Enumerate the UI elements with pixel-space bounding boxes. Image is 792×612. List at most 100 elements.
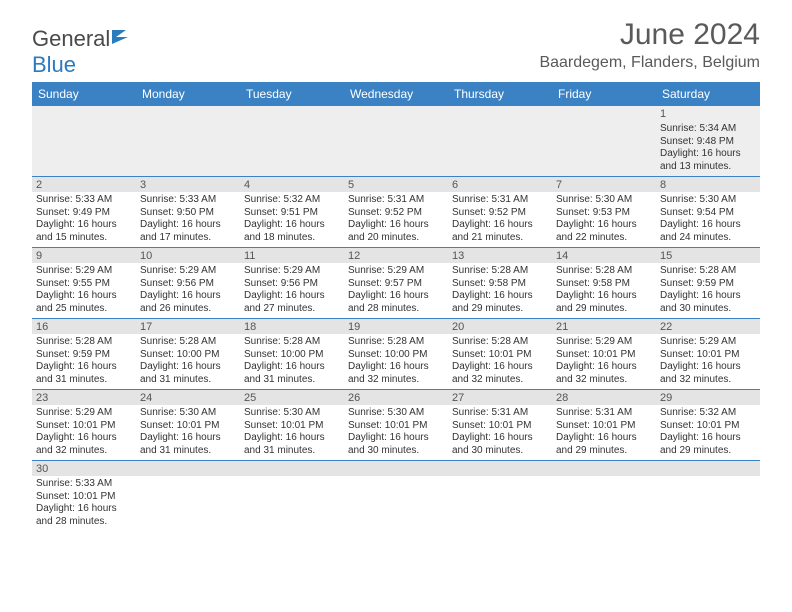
day-sunset: Sunset: 9:48 PM xyxy=(660,136,756,149)
day-sunrise: Sunrise: 5:30 AM xyxy=(244,407,340,420)
day-day2: and 30 minutes. xyxy=(348,445,444,458)
day-number-row: 23242526272829 xyxy=(32,390,760,405)
day-number: 16 xyxy=(32,319,136,334)
day-day1: Daylight: 16 hours xyxy=(556,432,652,445)
day-day1: Daylight: 16 hours xyxy=(36,432,132,445)
day-number: 1 xyxy=(656,106,760,121)
day-cell: Sunrise: 5:28 AMSunset: 9:58 PMDaylight:… xyxy=(552,263,656,318)
day-sunset: Sunset: 10:01 PM xyxy=(660,349,756,362)
day-sunrise: Sunrise: 5:32 AM xyxy=(244,194,340,207)
day-number xyxy=(32,106,136,121)
day-day1: Daylight: 16 hours xyxy=(556,219,652,232)
day-cell: Sunrise: 5:29 AMSunset: 9:56 PMDaylight:… xyxy=(240,263,344,318)
day-number: 19 xyxy=(344,319,448,334)
day-number xyxy=(552,106,656,121)
day-number: 11 xyxy=(240,248,344,263)
day-sunrise: Sunrise: 5:31 AM xyxy=(556,407,652,420)
day-day2: and 29 minutes. xyxy=(660,445,756,458)
logo-flag-icon xyxy=(112,28,134,51)
day-day1: Daylight: 16 hours xyxy=(244,432,340,445)
day-sunset: Sunset: 10:01 PM xyxy=(556,420,652,433)
day-cell: Sunrise: 5:30 AMSunset: 9:54 PMDaylight:… xyxy=(656,192,760,247)
day-cell: Sunrise: 5:29 AMSunset: 10:01 PMDaylight… xyxy=(32,405,136,460)
day-sunrise: Sunrise: 5:31 AM xyxy=(452,407,548,420)
logo-text-general: General xyxy=(32,26,110,52)
day-number xyxy=(240,461,344,476)
day-day2: and 32 minutes. xyxy=(556,374,652,387)
day-day1: Daylight: 16 hours xyxy=(660,290,756,303)
day-day1: Daylight: 16 hours xyxy=(452,219,548,232)
day-sunrise: Sunrise: 5:29 AM xyxy=(36,407,132,420)
month-title: June 2024 xyxy=(539,18,760,52)
day-cell: Sunrise: 5:30 AMSunset: 10:01 PMDaylight… xyxy=(344,405,448,460)
day-day1: Daylight: 16 hours xyxy=(140,361,236,374)
day-number: 14 xyxy=(552,248,656,263)
day-cell xyxy=(448,476,552,531)
day-header-wed: Wednesday xyxy=(344,82,448,106)
day-sunset: Sunset: 9:50 PM xyxy=(140,207,236,220)
day-cell: Sunrise: 5:29 AMSunset: 9:57 PMDaylight:… xyxy=(344,263,448,318)
day-cell: Sunrise: 5:31 AMSunset: 10:01 PMDaylight… xyxy=(448,405,552,460)
day-cell: Sunrise: 5:28 AMSunset: 9:59 PMDaylight:… xyxy=(656,263,760,318)
week-row: Sunrise: 5:29 AMSunset: 10:01 PMDaylight… xyxy=(32,405,760,461)
day-cell: Sunrise: 5:30 AMSunset: 10:01 PMDaylight… xyxy=(240,405,344,460)
day-cell xyxy=(136,476,240,531)
location: Baardegem, Flanders, Belgium xyxy=(539,54,760,72)
day-cell: Sunrise: 5:29 AMSunset: 9:56 PMDaylight:… xyxy=(136,263,240,318)
day-cell xyxy=(240,121,344,176)
day-cell: Sunrise: 5:31 AMSunset: 10:01 PMDaylight… xyxy=(552,405,656,460)
day-sunrise: Sunrise: 5:33 AM xyxy=(36,194,132,207)
day-day1: Daylight: 16 hours xyxy=(660,361,756,374)
day-number xyxy=(136,106,240,121)
day-day2: and 31 minutes. xyxy=(36,374,132,387)
day-day2: and 18 minutes. xyxy=(244,232,340,245)
day-day1: Daylight: 16 hours xyxy=(140,290,236,303)
day-day1: Daylight: 16 hours xyxy=(36,219,132,232)
day-sunset: Sunset: 9:54 PM xyxy=(660,207,756,220)
day-day2: and 31 minutes. xyxy=(244,374,340,387)
day-cell: Sunrise: 5:28 AMSunset: 9:59 PMDaylight:… xyxy=(32,334,136,389)
day-number xyxy=(552,461,656,476)
day-sunrise: Sunrise: 5:28 AM xyxy=(660,265,756,278)
day-day2: and 32 minutes. xyxy=(36,445,132,458)
day-sunrise: Sunrise: 5:28 AM xyxy=(556,265,652,278)
day-day2: and 21 minutes. xyxy=(452,232,548,245)
day-number: 17 xyxy=(136,319,240,334)
day-number: 9 xyxy=(32,248,136,263)
day-sunset: Sunset: 10:01 PM xyxy=(556,349,652,362)
day-number: 27 xyxy=(448,390,552,405)
day-day1: Daylight: 16 hours xyxy=(660,432,756,445)
day-cell: Sunrise: 5:28 AMSunset: 10:00 PMDaylight… xyxy=(240,334,344,389)
title-block: June 2024 Baardegem, Flanders, Belgium xyxy=(539,18,760,72)
day-day1: Daylight: 16 hours xyxy=(244,290,340,303)
day-number xyxy=(240,106,344,121)
day-sunset: Sunset: 10:01 PM xyxy=(452,420,548,433)
day-cell: Sunrise: 5:28 AMSunset: 9:58 PMDaylight:… xyxy=(448,263,552,318)
day-sunrise: Sunrise: 5:28 AM xyxy=(452,336,548,349)
day-number-row: 30 xyxy=(32,461,760,476)
day-sunset: Sunset: 9:49 PM xyxy=(36,207,132,220)
day-cell xyxy=(448,121,552,176)
day-number: 3 xyxy=(136,177,240,192)
day-number: 10 xyxy=(136,248,240,263)
day-cell: Sunrise: 5:33 AMSunset: 10:01 PMDaylight… xyxy=(32,476,136,531)
day-cell xyxy=(344,121,448,176)
day-sunset: Sunset: 9:59 PM xyxy=(660,278,756,291)
day-header-mon: Monday xyxy=(136,82,240,106)
day-day2: and 31 minutes. xyxy=(140,445,236,458)
day-cell: Sunrise: 5:33 AMSunset: 9:49 PMDaylight:… xyxy=(32,192,136,247)
day-day2: and 29 minutes. xyxy=(556,445,652,458)
day-number: 23 xyxy=(32,390,136,405)
day-header-row: Sunday Monday Tuesday Wednesday Thursday… xyxy=(32,82,760,106)
day-day2: and 32 minutes. xyxy=(660,374,756,387)
day-day2: and 29 minutes. xyxy=(452,303,548,316)
day-day1: Daylight: 16 hours xyxy=(140,219,236,232)
day-sunset: Sunset: 10:01 PM xyxy=(140,420,236,433)
day-number: 6 xyxy=(448,177,552,192)
day-cell: Sunrise: 5:31 AMSunset: 9:52 PMDaylight:… xyxy=(344,192,448,247)
calendar: Sunday Monday Tuesday Wednesday Thursday… xyxy=(32,82,760,531)
day-day2: and 28 minutes. xyxy=(348,303,444,316)
day-sunset: Sunset: 10:00 PM xyxy=(244,349,340,362)
day-day1: Daylight: 16 hours xyxy=(452,361,548,374)
day-number: 24 xyxy=(136,390,240,405)
